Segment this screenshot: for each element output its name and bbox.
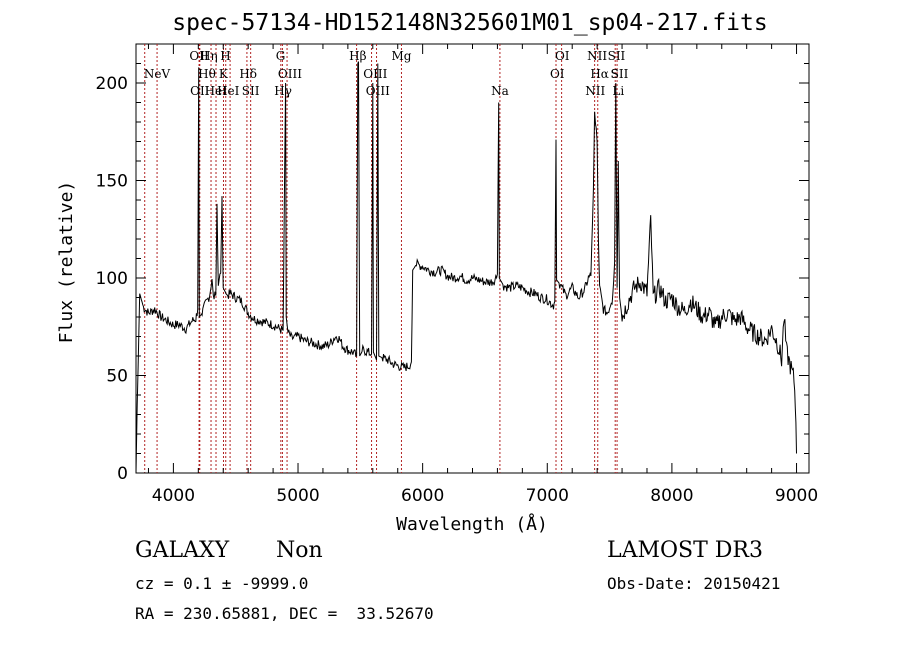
line-label: Li: [612, 84, 624, 98]
line-label: OII: [189, 49, 209, 63]
line-label: NII: [585, 84, 605, 98]
line-label: Hη: [200, 49, 218, 63]
spectrum-series: [135, 61, 797, 474]
line-label: NeV: [132, 0, 159, 3]
line-label: S: [610, 67, 618, 81]
line-label: G: [276, 49, 286, 63]
x-tick-label: 9000: [775, 486, 818, 506]
x-tick-label: 4000: [152, 486, 195, 506]
line-label: SII: [608, 49, 626, 63]
line-label: NII: [587, 49, 607, 63]
x-tick-label: 7000: [526, 486, 569, 506]
line-label: SII: [611, 67, 629, 81]
coordinates-line: RA = 230.65881, DEC = 33.52670: [135, 604, 434, 623]
redshift-line: cz = 0.1 ± -9999.0: [135, 574, 309, 593]
y-tick-label: 200: [96, 74, 128, 94]
line-label: SII: [242, 84, 260, 98]
y-axis-label: Flux (relative): [56, 181, 77, 344]
spectrum-line: [135, 61, 797, 474]
plot-frame: [135, 43, 810, 474]
line-label: H: [220, 49, 230, 63]
line-label: OI: [555, 49, 570, 63]
emission-line-markers: [144, 44, 618, 473]
x-tick-label: 6000: [401, 486, 444, 506]
line-label: HeI: [205, 84, 228, 98]
line-label: OIII: [278, 67, 302, 81]
chart-title: spec-57134-HD152148N325601M01_sp04-217.f…: [172, 10, 767, 36]
survey-name: LAMOST DR3: [607, 538, 763, 563]
y-tick-label: 100: [96, 269, 128, 289]
line-label: HeI: [217, 84, 240, 98]
line-label: Hγ: [274, 84, 292, 98]
line-label: Mg: [391, 49, 411, 63]
y-tick-label: 150: [96, 172, 128, 192]
line-label: Na: [491, 84, 509, 98]
object-class: GALAXY: [135, 538, 230, 563]
line-label: Hα: [590, 67, 609, 81]
line-label: NeV: [144, 67, 171, 81]
line-label: Hβ: [349, 49, 366, 63]
line-label: Hθ: [198, 67, 216, 81]
axis-ticks: 4000 5000 6000 7000 8000 9000 0 50 100 150 200: [96, 44, 818, 506]
x-axis-label: Wavelength (Å): [396, 513, 548, 535]
line-label: OIII: [363, 67, 387, 81]
line-label: Hδ: [239, 67, 257, 81]
x-tick-label: 5000: [276, 486, 319, 506]
line-label: K: [219, 67, 229, 81]
y-tick-label: 0: [117, 464, 128, 484]
y-tick-label: 50: [106, 367, 128, 387]
line-label: OI: [550, 67, 565, 81]
emission-line-labels: NeV NeV OII OII Hθ Hη HeI KH HeI Hδ SII G Hγ OIII Hβ OI…: [132, 0, 629, 98]
object-subclass: Non: [276, 538, 323, 563]
observation-date: Obs-Date: 20150421: [607, 574, 781, 593]
line-label: OII: [190, 84, 210, 98]
x-tick-label: 8000: [650, 486, 693, 506]
